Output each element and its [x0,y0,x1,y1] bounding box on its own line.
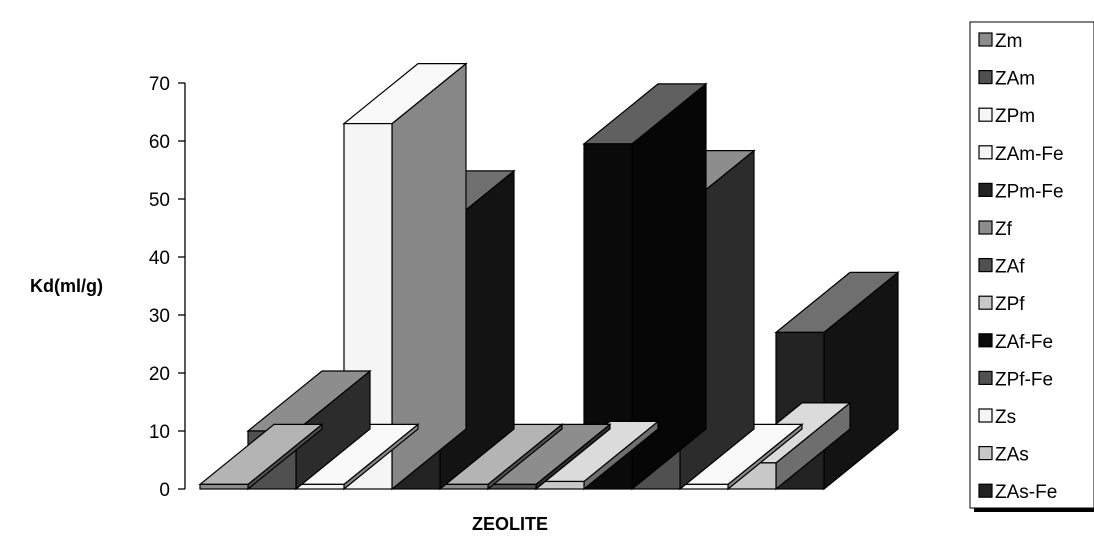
y-tick-label: 50 [149,190,170,211]
legend-swatch [978,408,993,423]
legend-swatch [978,69,993,85]
legend-entry: ZAs [995,445,1029,466]
x-axis-title: ZEOLITE [472,514,548,534]
legend-swatch [978,258,993,273]
legend-swatch [978,220,993,235]
y-tick-label: 20 [149,364,170,385]
y-axis-title: Kd(ml/g) [30,276,103,296]
legend: Zm ZAm ZPm ZAm-Fe ZPm-Fe Zf ZAf ZPf ZAf-Fe ZPf-Fe… [969,21,1094,512]
legend-swatch [978,145,993,160]
y-tick-label: 30 [149,306,170,327]
legend-swatch [978,483,993,498]
y-tick-label: 60 [149,132,170,153]
legend-entry: ZPf [995,294,1025,315]
legend-entry: ZPm-Fe [995,181,1064,202]
y-tick-label: 0 [159,480,170,501]
bars-layer [198,62,900,491]
legend-entry: ZPm [995,106,1035,127]
legend-entry: ZAs-Fe [995,482,1057,503]
legend-entry: ZAf-Fe [995,332,1053,353]
legend-entry: Zm [995,31,1022,52]
y-tick-label: 70 [149,74,170,95]
legend-entry: Zs [995,407,1016,428]
legend-entry: Zf [995,219,1013,240]
legend-swatch [978,295,993,310]
legend-swatch [978,333,993,348]
legend-swatch [978,370,993,385]
legend-swatch [978,182,993,197]
legend-swatch [978,107,993,122]
y-tick-label: 10 [149,422,170,443]
legend-swatch [978,32,993,47]
legend-entry: ZAm-Fe [995,144,1064,165]
y-axis: 0 10 20 30 40 50 60 70 [149,74,186,501]
legend-entry: ZAm [995,69,1035,90]
legend-swatch [978,446,993,461]
legend-entry: ZPf-Fe [995,369,1053,390]
y-tick-label: 40 [149,248,170,269]
legend-entry: ZAf [995,257,1025,278]
bar-zm [198,423,324,491]
bar-zpm [294,423,420,491]
